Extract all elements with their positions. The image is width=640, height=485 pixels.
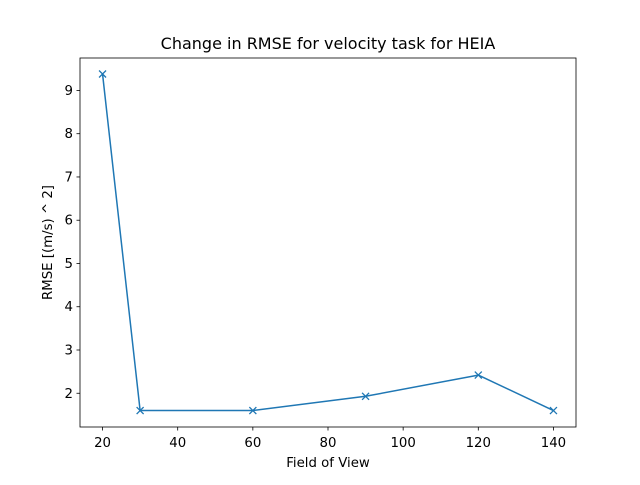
y-tick-label: 7 <box>65 170 73 185</box>
y-tick-label: 8 <box>65 127 73 142</box>
x-tick-label: 100 <box>390 436 415 451</box>
series-line <box>101 73 554 412</box>
data-point-marker <box>248 406 257 415</box>
y-tick-label: 6 <box>65 214 73 229</box>
y-axis-label: RMSE [(m/s) ^ 2] <box>41 185 56 300</box>
data-point-marker <box>474 371 483 380</box>
plot-frame <box>79 57 577 428</box>
x-axis-label: Field of View <box>286 456 370 471</box>
data-point-marker <box>136 406 145 415</box>
data-point-marker <box>361 392 370 401</box>
y-tick-label: 5 <box>65 257 73 272</box>
data-point-marker <box>549 406 558 415</box>
data-point-marker <box>98 70 107 78</box>
chart-title: Change in RMSE for velocity task for HEI… <box>161 34 496 53</box>
series-layer <box>98 70 558 415</box>
x-axis-ticks: 20 40 60 80 100 120 140 <box>94 427 566 451</box>
x-tick-label: 20 <box>94 436 111 451</box>
y-axis-ticks: 2 3 4 5 6 7 8 9 <box>65 84 80 402</box>
y-tick-label: 4 <box>65 300 73 315</box>
x-tick-label: 140 <box>541 436 566 451</box>
y-tick-label: 2 <box>65 387 73 402</box>
x-tick-label: 80 <box>320 436 337 451</box>
y-tick-label: 9 <box>65 84 73 99</box>
x-tick-label: 120 <box>466 436 491 451</box>
x-tick-label: 60 <box>244 436 261 451</box>
x-tick-label: 40 <box>169 436 186 451</box>
y-tick-label: 3 <box>65 343 73 358</box>
